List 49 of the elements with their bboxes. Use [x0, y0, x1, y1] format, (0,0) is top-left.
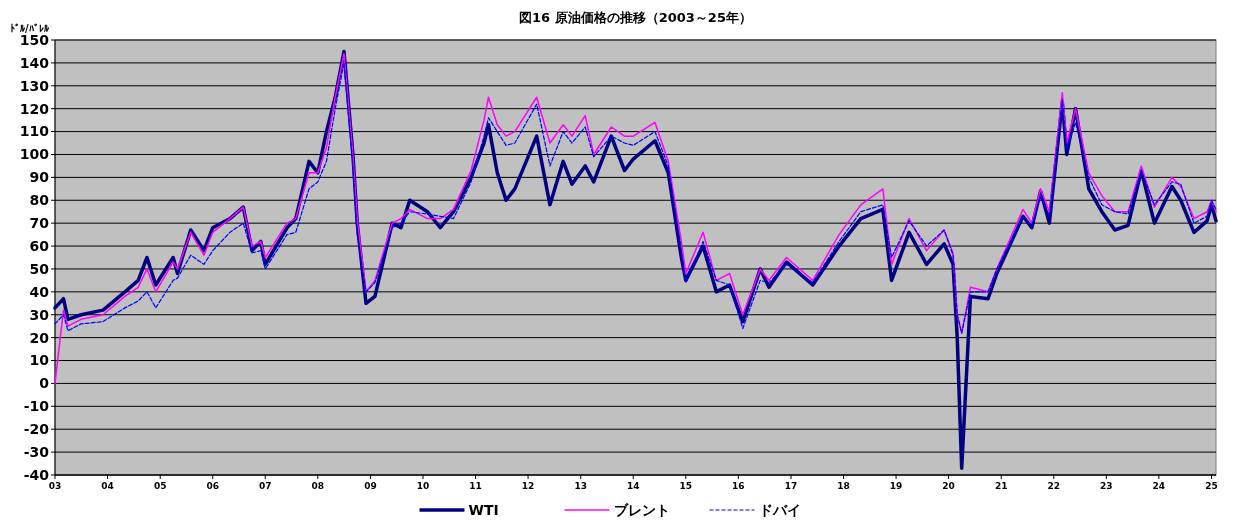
y-axis-title: ﾄﾞﾙ/ﾊﾞﾚﾙ — [10, 23, 50, 34]
y-tick-label: 70 — [29, 215, 50, 232]
x-tick-label: 08 — [311, 481, 325, 491]
x-tick-label: 17 — [784, 481, 798, 491]
line-series — [54, 62, 1217, 334]
y-tick-label: -30 — [23, 444, 50, 461]
y-tick-label: 90 — [29, 169, 50, 186]
y-tick-label: 60 — [29, 237, 50, 254]
y-tick-label: 10 — [29, 352, 50, 369]
x-tick-label: 03 — [48, 481, 62, 491]
x-tick-label: 24 — [1152, 481, 1166, 491]
y-tick-label: 50 — [29, 260, 50, 277]
y-tick-label: -40 — [23, 466, 50, 483]
x-tick-label: 22 — [1047, 481, 1061, 491]
x-tick-label: 05 — [153, 481, 167, 491]
x-tick-label: 23 — [1100, 481, 1113, 491]
y-tick-label: 0 — [39, 375, 50, 392]
y-tick-label: 40 — [29, 283, 50, 300]
x-tick-label: 09 — [364, 481, 377, 491]
x-tick-label: 07 — [259, 481, 272, 491]
y-tick-label: 140 — [19, 54, 50, 71]
legend-label: ブレント — [613, 502, 670, 518]
x-tick-label: 21 — [995, 481, 1008, 491]
y-tick-label: -20 — [23, 421, 50, 438]
y-tick-label: -10 — [23, 398, 50, 415]
y-tick-label: 30 — [29, 306, 50, 323]
x-tick-label: 13 — [574, 481, 587, 491]
x-tick-label: 10 — [416, 481, 430, 491]
y-tick-label: 100 — [19, 146, 50, 163]
x-tick-label: 11 — [469, 481, 482, 491]
chart-title: 図16 原油価格の推移（2003～25年） — [519, 10, 752, 25]
legend-label: WTI — [468, 502, 499, 518]
y-tick-label: 110 — [19, 123, 50, 140]
x-tick-label: 06 — [206, 481, 219, 491]
x-tick-label: 25 — [1205, 481, 1218, 491]
x-tick-label: 20 — [942, 481, 955, 491]
x-tick-label: 19 — [889, 481, 903, 491]
y-tick-label: 20 — [29, 329, 50, 346]
x-tick-label: 18 — [837, 481, 850, 491]
y-tick-label: 130 — [19, 77, 50, 94]
x-tick-label: 14 — [627, 481, 640, 491]
x-tick-label: 15 — [679, 481, 693, 491]
line-series — [54, 52, 1217, 385]
x-tick-label: 12 — [521, 481, 535, 491]
x-tick-label: 04 — [101, 481, 114, 491]
legend-label: ドバイ — [758, 502, 801, 518]
y-tick-label: 80 — [29, 192, 50, 209]
x-tick-label: 16 — [732, 481, 745, 491]
y-tick-label: 120 — [19, 100, 50, 117]
